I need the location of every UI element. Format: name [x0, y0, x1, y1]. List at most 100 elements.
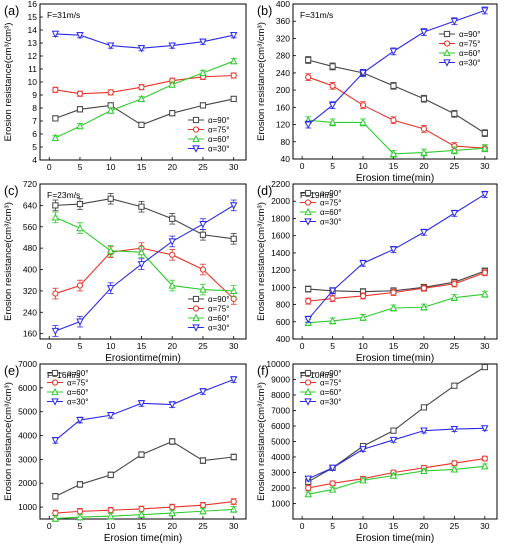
y-tick-label: 2200: [271, 179, 290, 189]
y-tick-label: 4000: [271, 452, 290, 462]
y-tick-label: 600: [276, 317, 290, 327]
x-tick-label: 0: [47, 162, 52, 172]
x-tick-label: 15: [389, 161, 399, 171]
x-tick-label: 10: [358, 161, 368, 171]
y-tick-label: 4000: [18, 431, 37, 441]
data-point: [199, 266, 207, 273]
data-point: [390, 82, 397, 89]
data-point: [137, 247, 146, 256]
y-tick-label: 1000: [18, 502, 37, 512]
data-point: [328, 464, 337, 473]
data-point: [52, 493, 59, 500]
data-point: [76, 223, 84, 232]
data-point: [107, 89, 114, 96]
data-point: [329, 480, 336, 487]
speed-annotation: F=19m/s: [300, 190, 333, 200]
data-point: [230, 235, 237, 242]
legend-label: α=30°: [67, 398, 88, 407]
y-tick-label: 80: [281, 137, 291, 147]
data-point: [420, 466, 428, 475]
legend-marker: [192, 145, 200, 153]
data-point: [481, 7, 489, 15]
data-point: [51, 213, 60, 221]
panel-label: (d): [257, 184, 272, 198]
series-triangle-down: [51, 199, 238, 337]
data-point: [481, 364, 488, 371]
data-point: [51, 30, 60, 39]
legend-label: α=60°: [459, 49, 480, 58]
legend: α=90°α=75°α=60°α=30°: [188, 295, 229, 333]
data-point: [450, 18, 459, 26]
data-point: [51, 133, 60, 141]
y-tick-label: 560: [23, 222, 37, 232]
data-point: [420, 28, 428, 37]
y-tick-label: 1200: [271, 265, 290, 275]
x-tick-label: 10: [106, 162, 116, 172]
data-point: [420, 229, 428, 237]
series-triangle-down: [51, 376, 238, 445]
legend-label: α=75°: [459, 40, 480, 49]
series-triangle-down: [304, 190, 489, 324]
y-tick-label: 40: [281, 154, 291, 164]
x-tick-label: 15: [137, 521, 147, 531]
series-triangle-up: [51, 56, 238, 141]
legend: α=90°α=75°α=60°α=30°: [439, 30, 480, 68]
x-tick-label: 5: [330, 161, 335, 171]
y-tick-label: 1000: [271, 282, 290, 292]
data-point: [169, 251, 176, 258]
data-point: [420, 148, 428, 156]
data-point: [52, 202, 59, 209]
legend-label: α=60°: [320, 208, 341, 217]
x-tick-label: 15: [389, 341, 399, 351]
data-point: [52, 86, 59, 93]
data-point: [229, 56, 238, 65]
series-triangle-down: [304, 425, 489, 483]
y-tick-label: 240: [23, 307, 37, 317]
data-point: [76, 282, 84, 289]
data-point: [107, 471, 114, 478]
data-point: [328, 102, 337, 110]
y-tick-label: 360: [276, 16, 290, 26]
data-point: [229, 505, 238, 513]
data-point: [389, 246, 398, 254]
data-point: [359, 118, 367, 126]
y-tick-label: 7000: [271, 406, 290, 416]
x-tick-label: 25: [450, 341, 460, 351]
chart-panel-6: 0 5 10 15 20 25 30 1000 2000 3000 4000 5000 6000 7000…: [256, 359, 498, 544]
data-point: [390, 117, 397, 124]
y-tick-label: 2000: [18, 478, 37, 488]
panel-label: (c): [4, 184, 19, 198]
x-axis-label: Erosiontime(min): [105, 353, 181, 364]
data-point: [390, 427, 397, 434]
data-point: [169, 438, 176, 445]
y-tick-label: 5000: [271, 437, 290, 447]
x-tick-label: 20: [419, 161, 429, 171]
plot-frame: [39, 183, 247, 340]
legend-label: α=90°: [459, 30, 480, 39]
data-point: [76, 106, 84, 113]
legend-marker: [304, 379, 312, 386]
x-tick-label: 30: [480, 341, 490, 351]
data-point: [138, 203, 145, 210]
x-axis-label: Erosion time(min): [356, 533, 434, 544]
x-tick-label: 5: [78, 162, 83, 172]
data-point: [107, 42, 115, 50]
data-point: [481, 290, 489, 298]
legend-label: α=75°: [67, 379, 88, 388]
legend-label: α=30°: [208, 324, 229, 333]
plot-frame: [292, 183, 498, 340]
data-point: [230, 95, 237, 103]
x-axis-label: Erosion time(min): [356, 353, 434, 364]
y-axis-label: Erosion resistance(cm³/cm³): [256, 202, 267, 321]
y-tick-label: 5: [32, 142, 37, 152]
data-point: [389, 436, 398, 445]
legend-label: α=60°: [320, 388, 341, 397]
data-point: [420, 427, 428, 435]
x-tick-label: 30: [229, 521, 239, 531]
legend-label: α=90°: [208, 116, 229, 125]
legend-marker: [192, 116, 200, 124]
data-point: [107, 412, 115, 420]
data-point: [230, 72, 237, 79]
data-point: [328, 316, 337, 325]
data-point: [76, 32, 84, 40]
